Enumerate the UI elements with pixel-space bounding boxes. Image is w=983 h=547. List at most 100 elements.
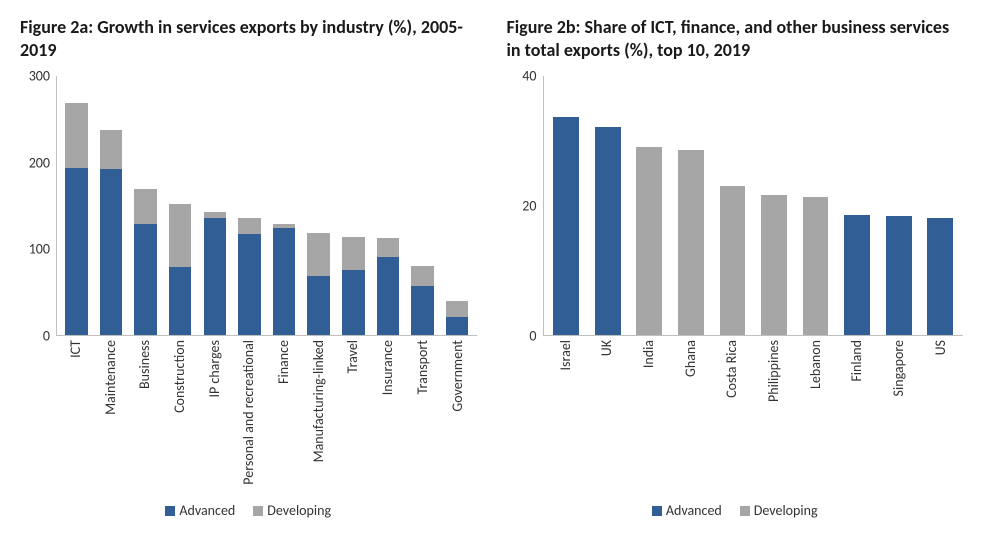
- xtick-label: Travel: [336, 340, 371, 496]
- bar-segment-developing: [411, 266, 434, 287]
- bar: [678, 150, 704, 335]
- panel-2b-xlabels: IsraelUKIndiaGhanaCosta RicaPhilippinesL…: [543, 336, 964, 496]
- xtick-label: Business: [127, 340, 162, 496]
- bar-segment-developing: [238, 218, 261, 234]
- bar-stack: [411, 266, 434, 335]
- bar-group: [753, 195, 795, 335]
- bar: [761, 195, 787, 335]
- bar-segment-advanced: [411, 286, 434, 335]
- bar-segment-developing: [169, 204, 192, 267]
- panel-2a-bars: [57, 76, 477, 335]
- bar-group: [878, 216, 920, 335]
- bar: [927, 218, 953, 335]
- xtick-label: Insurance: [370, 340, 405, 496]
- bar-segment-developing: [134, 189, 157, 224]
- bar-segment-advanced: [342, 270, 365, 335]
- bar-stack: [65, 103, 88, 335]
- xtick-label: Manufacturing-linked: [301, 340, 336, 496]
- xtick-label: Philippines: [753, 340, 795, 496]
- xtick-label: Lebanon: [794, 340, 836, 496]
- bar-group: [587, 127, 629, 335]
- bar-stack: [238, 218, 261, 335]
- xtick-label: Israel: [545, 340, 587, 496]
- bar-segment-developing: [342, 237, 365, 270]
- xtick-label: Personal and recreational: [232, 340, 267, 496]
- bar-group: [59, 103, 94, 335]
- bar-group: [670, 150, 712, 335]
- legend-label: Advanced: [666, 502, 722, 519]
- bar: [720, 186, 746, 336]
- xtick-label: Finland: [836, 340, 878, 496]
- bar-stack: [100, 130, 123, 335]
- bar: [636, 147, 662, 336]
- bar-group: [795, 197, 837, 335]
- legend-swatch-icon: [253, 506, 263, 516]
- xtick-label: Construction: [162, 340, 197, 496]
- bar-segment-advanced: [446, 317, 469, 335]
- panel-2b-chart: 02040: [507, 76, 964, 336]
- bar-group: [836, 215, 878, 335]
- ytick-label: 40: [522, 68, 536, 85]
- xtick-label: US: [919, 340, 961, 496]
- panel-2b-yaxis: 02040: [507, 76, 543, 336]
- bar-stack: [446, 301, 469, 335]
- panel-2b-title: Figure 2b: Share of ICT, finance, and ot…: [507, 16, 964, 62]
- bar: [844, 215, 870, 335]
- bar-group: [371, 238, 406, 335]
- bar-segment-developing: [446, 301, 469, 317]
- xtick-label: Transport: [405, 340, 440, 496]
- bar-group: [267, 224, 302, 335]
- xtick-label: UK: [586, 340, 628, 496]
- panel-2a-xlabels: ICTMaintenanceBusinessConstructionIP cha…: [56, 336, 477, 496]
- bar-segment-advanced: [65, 168, 88, 335]
- bar-segment-advanced: [134, 224, 157, 335]
- bar-group: [336, 237, 371, 335]
- bar-group: [405, 266, 440, 335]
- figure-row: Figure 2a: Growth in services exports by…: [20, 16, 963, 519]
- panel-2b-plot: [543, 76, 964, 336]
- bar-segment-advanced: [169, 267, 192, 335]
- bar-group: [546, 117, 588, 335]
- bar-segment-developing: [65, 103, 88, 168]
- bar-stack: [169, 204, 192, 335]
- panel-2a: Figure 2a: Growth in services exports by…: [20, 16, 477, 519]
- legend-swatch-icon: [652, 506, 662, 516]
- xtick-label: ICT: [58, 340, 93, 496]
- panel-2b-legend: Advanced Developing: [507, 502, 964, 519]
- ytick-label: 100: [29, 241, 50, 258]
- bar-segment-advanced: [204, 218, 227, 335]
- ytick-label: 200: [29, 154, 50, 171]
- legend-label: Developing: [754, 502, 818, 519]
- bar-segment-advanced: [307, 276, 330, 335]
- bar-group: [94, 130, 129, 335]
- bar-group: [163, 204, 198, 335]
- xtick-label: Finance: [266, 340, 301, 496]
- bar-segment-developing: [100, 130, 123, 168]
- bar-group: [440, 301, 475, 335]
- panel-2b: Figure 2b: Share of ICT, finance, and ot…: [507, 16, 964, 519]
- legend-item-developing: Developing: [740, 502, 818, 519]
- ytick-label: 20: [522, 198, 536, 215]
- ytick-label: 300: [29, 68, 50, 85]
- bar-segment-developing: [307, 233, 330, 276]
- bar-group: [301, 233, 336, 335]
- bar-group: [919, 218, 961, 335]
- legend-swatch-icon: [165, 506, 175, 516]
- legend-item-developing: Developing: [253, 502, 331, 519]
- xtick-label: Ghana: [669, 340, 711, 496]
- legend-swatch-icon: [740, 506, 750, 516]
- xtick-label: Government: [440, 340, 475, 496]
- bar-group: [232, 218, 267, 335]
- bar-stack: [273, 224, 296, 335]
- panel-2a-chart: 0100200300: [20, 76, 477, 336]
- legend-label: Developing: [267, 502, 331, 519]
- ytick-label: 0: [529, 328, 536, 345]
- xtick-label: IP charges: [197, 340, 232, 496]
- xtick-label: Singapore: [878, 340, 920, 496]
- xtick-label: Maintenance: [93, 340, 128, 496]
- legend-item-advanced: Advanced: [652, 502, 722, 519]
- bar: [595, 127, 621, 335]
- bar-segment-advanced: [238, 234, 261, 335]
- legend-item-advanced: Advanced: [165, 502, 235, 519]
- bar-stack: [377, 238, 400, 335]
